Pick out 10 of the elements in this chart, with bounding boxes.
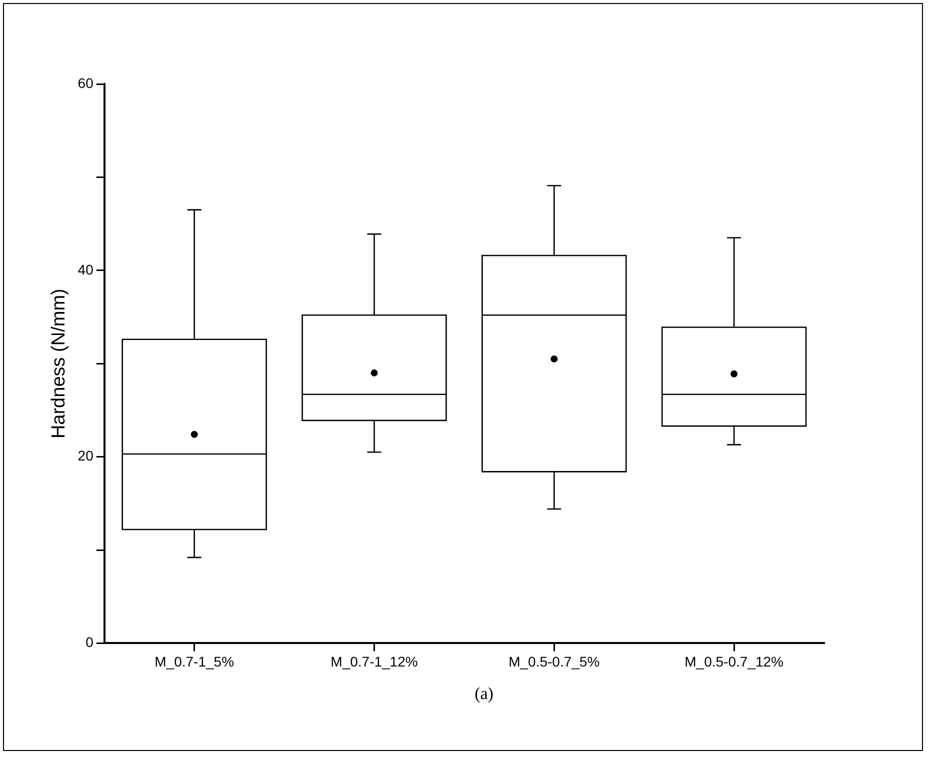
y-tick-label: 60 (78, 74, 94, 91)
y-tick-label: 0 (86, 634, 94, 650)
x-tick-label: M_0.7-1_12% (330, 653, 418, 670)
x-tick-label: M_0.7-1_5% (154, 653, 234, 670)
text: (a) (474, 684, 494, 704)
x-tick-label: M_0.5-0.7_12% (684, 653, 784, 670)
y-tick-label: 40 (78, 261, 94, 278)
y-axis-title: Hardness (N/mm) (48, 288, 70, 439)
x-tick-label: M_0.5-0.7_5% (508, 653, 600, 670)
y-tick-label: 20 (78, 448, 94, 464)
